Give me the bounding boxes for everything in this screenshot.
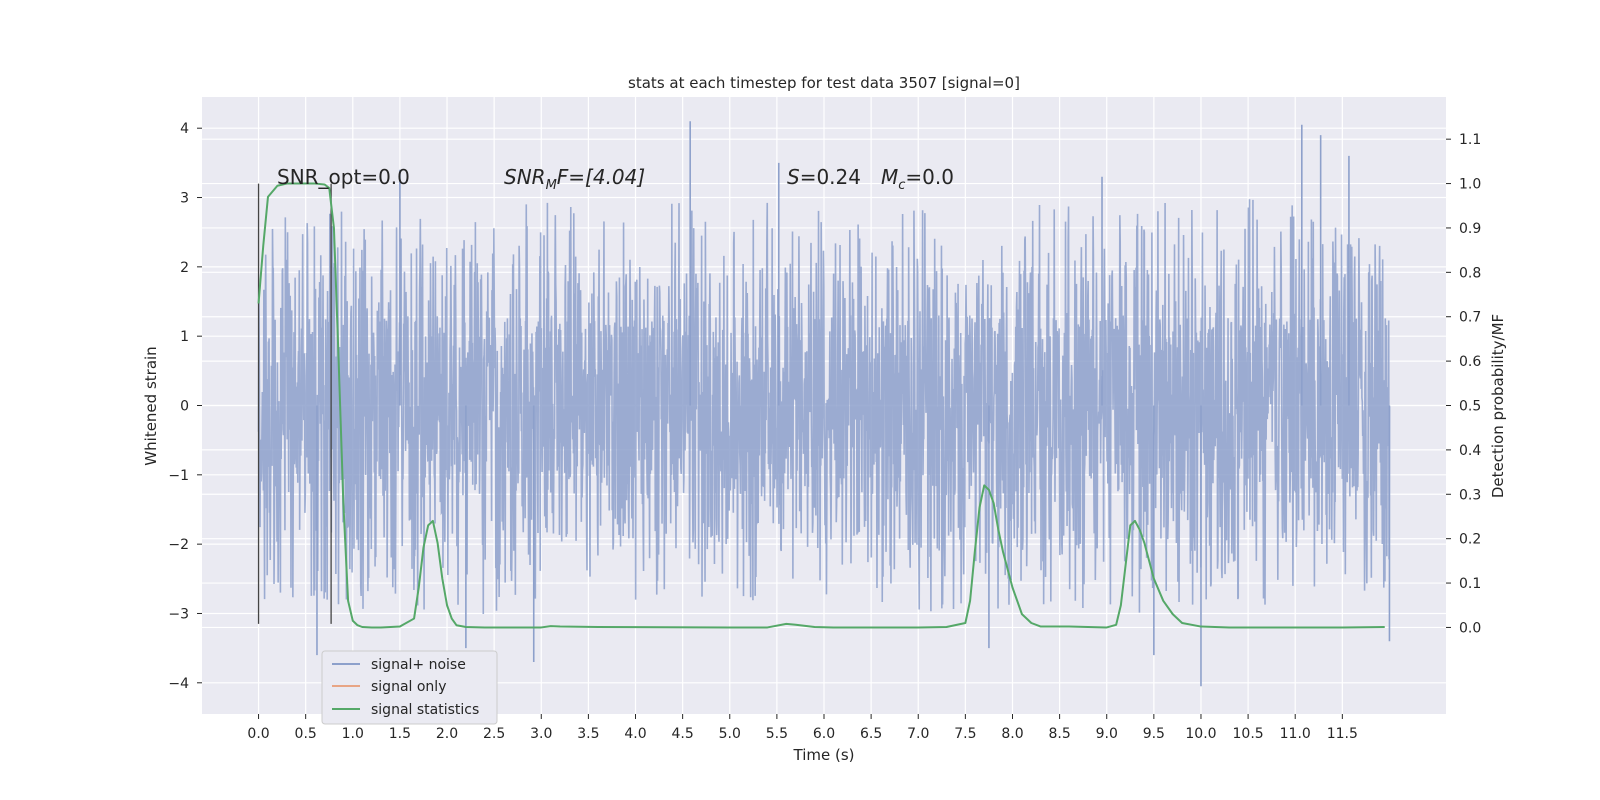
y2-tick-label: 0.1 <box>1459 576 1481 592</box>
signal-markers <box>257 183 332 624</box>
legend: signal+ noise signal only signal statist… <box>321 650 498 725</box>
x-tick-label: 8.0 <box>1001 726 1023 742</box>
x-tick-label: 9.5 <box>1143 726 1165 742</box>
legend-label-signal-only: signal only <box>371 679 446 695</box>
annotation-mc-main: M <box>881 165 898 189</box>
x-tick-label: 10.5 <box>1233 726 1264 742</box>
y-tick-label: −3 <box>168 606 189 622</box>
x-tick-label: 3.0 <box>530 726 552 742</box>
x-tick-label: 11.5 <box>1327 726 1358 742</box>
x-tick-label: 1.0 <box>342 726 364 742</box>
y2-tick-label: 0.3 <box>1459 487 1481 503</box>
y-tick-label: −1 <box>168 468 189 484</box>
x-tick-label: 7.5 <box>954 726 976 742</box>
x-tick-label: 5.5 <box>766 726 788 742</box>
y2-tick-label: 0.0 <box>1459 620 1481 636</box>
x-tick-label: 3.5 <box>577 726 599 742</box>
signal-statistics-line <box>257 182 1385 629</box>
annotation-snr-mf-sub: M <box>546 178 557 193</box>
chart-title: stats at each timestep for test data 350… <box>628 74 1020 92</box>
y-axis-label: Whitened strain <box>142 346 160 465</box>
x-tick-label: 5.0 <box>719 726 741 742</box>
y2-tick-label: 1.0 <box>1459 177 1481 193</box>
y-tick-label: 0 <box>180 399 189 415</box>
x-tick-label: 1.5 <box>389 726 411 742</box>
annotation-s: S=0.24 <box>787 165 861 189</box>
x-tick-label: 10.0 <box>1185 726 1216 742</box>
x-tick-label: 2.5 <box>483 726 505 742</box>
annotation-mc-rest: =0.0 <box>905 165 954 189</box>
x-tick-label: 4.0 <box>624 726 646 742</box>
x-tick-label: 6.5 <box>860 726 882 742</box>
x-axis-ticks: 0.0 0.5 1.0 1.5 2.0 2.5 3.0 3.5 4.0 4.5 5.0 5.5 6.0 6… <box>247 714 1358 742</box>
annotation-mc: Mc=0.0 <box>881 165 954 193</box>
y-axis-ticks: 4 3 2 1 0 −1 −2 −3 −4 <box>168 121 202 692</box>
y-tick-label: −4 <box>168 676 189 692</box>
y-tick-label: 1 <box>180 329 189 345</box>
signal-statistics-series <box>257 182 1385 629</box>
annotation-s-main: S <box>787 165 800 189</box>
y-tick-label: 4 <box>180 121 189 137</box>
x-tick-label: 4.5 <box>672 726 694 742</box>
x-axis-label: Time (s) <box>793 746 855 764</box>
x-tick-label: 0.0 <box>247 726 269 742</box>
y-tick-label: 2 <box>180 260 189 276</box>
annotation-snr-mf-rest: F=[4.04] <box>557 165 645 189</box>
x-tick-label: 6.0 <box>813 726 835 742</box>
x-tick-label: 2.0 <box>436 726 458 742</box>
y2-tick-label: 0.8 <box>1459 265 1481 281</box>
y-tick-label: 3 <box>180 191 189 207</box>
annotation-snr-mf-main: SNR <box>504 165 546 189</box>
x-tick-label: 0.5 <box>295 726 317 742</box>
y2-tick-label: 0.7 <box>1459 310 1481 326</box>
annotation-mc-sub: c <box>898 178 905 193</box>
y2-tick-label: 0.6 <box>1459 354 1481 370</box>
annotation-snr-mf: SNRMF=[4.04] <box>504 165 645 193</box>
x-tick-label: 8.5 <box>1048 726 1070 742</box>
y2-axis-ticks: 1.1 1.0 0.9 0.8 0.7 0.6 0.5 0.4 0.3 0.2 0.1 0.0 <box>1446 132 1481 636</box>
y2-tick-label: 0.2 <box>1459 532 1481 548</box>
y-tick-label: −2 <box>168 537 189 553</box>
x-tick-label: 9.0 <box>1096 726 1118 742</box>
annotation-snr-opt: SNR_opt=0.0 <box>277 165 410 189</box>
legend-label-signal-noise: signal+ noise <box>371 657 466 673</box>
y2-tick-label: 1.1 <box>1459 132 1481 148</box>
y2-axis-label: Detection probability/MF <box>1489 314 1507 498</box>
annotation-s-rest: =0.24 <box>800 165 861 189</box>
legend-box <box>321 650 498 725</box>
y2-tick-label: 0.4 <box>1459 443 1481 459</box>
legend-label-signal-statistics: signal statistics <box>371 702 479 718</box>
y2-tick-label: 0.9 <box>1459 221 1481 237</box>
x-tick-label: 7.0 <box>907 726 929 742</box>
signal-noise-series <box>257 121 1391 687</box>
y2-tick-label: 0.5 <box>1459 399 1481 415</box>
x-tick-label: 11.0 <box>1280 726 1311 742</box>
